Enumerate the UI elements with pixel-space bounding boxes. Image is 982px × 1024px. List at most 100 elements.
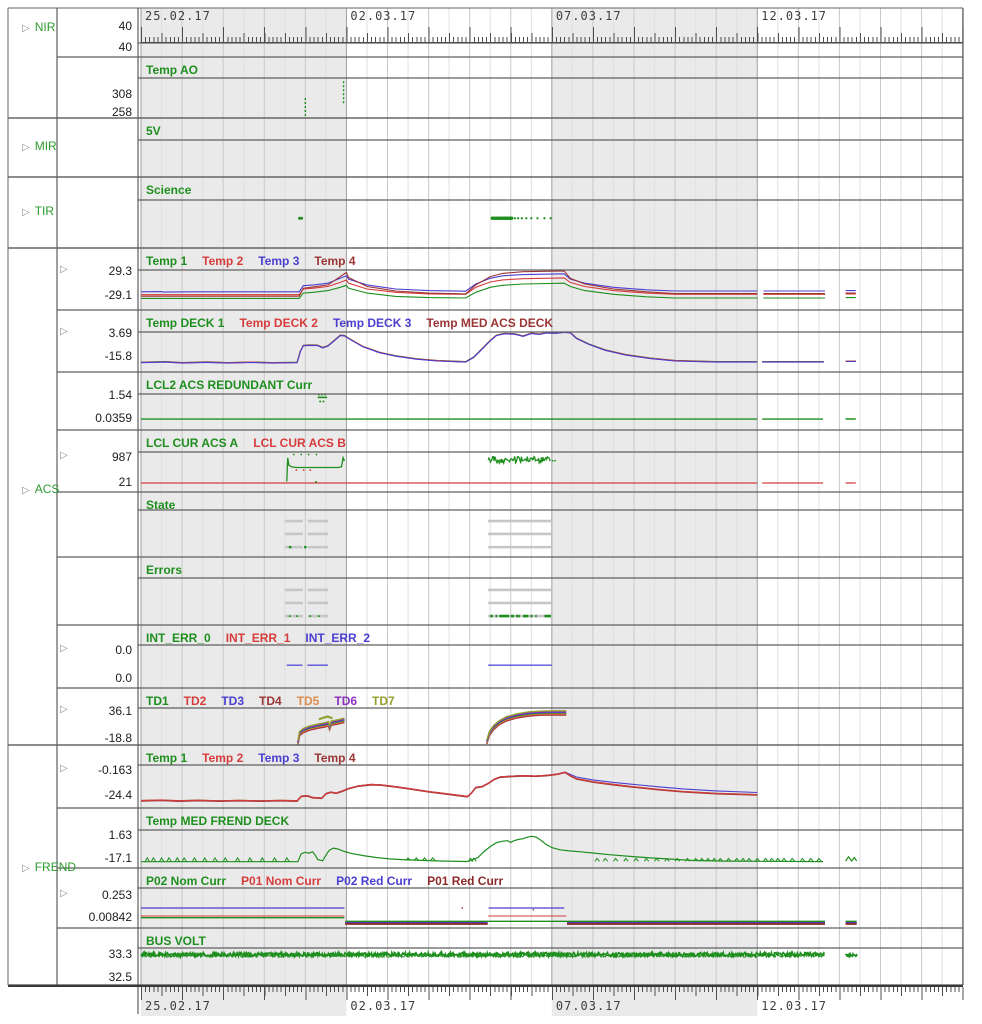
series-label: P02 Nom Curr [146,874,227,888]
date-label-bottom: 12.03.17 [761,999,828,1013]
acs-temp-series-layer [140,270,856,299]
series-label: Temp 2 [202,254,244,268]
series-label: Temp 1 [146,254,188,268]
series-label: State [146,498,176,512]
series-label: INT_ERR_2 [305,631,371,645]
lcl2-redundant-tick-label: 0.0359 [95,411,132,425]
p0-curr-series-0 [141,917,857,922]
bus-volt-legend: BUS VOLT [146,932,221,950]
td-series-6 [297,710,567,741]
acs-deck-expand-arrow[interactable]: ▷ [60,326,68,337]
nir-strip-tick-label: 40 [118,40,132,54]
expand-triangle-icon[interactable]: ▷ [22,142,30,153]
frend-temp-series-3 [140,771,758,802]
lcl-cur-acs-dot [295,469,298,471]
tree-group-tir[interactable]: ▷ TIR [22,204,54,218]
lcl-cur-acs-series-1 [286,455,346,482]
td-series-layer [297,710,567,745]
lcl2-redundant-dot [322,400,325,403]
expand-triangle-icon[interactable]: ▷ [22,207,30,218]
lcl-cur-acs-dot [309,469,312,471]
lcl-cur-acs-dot [302,469,305,471]
acs-temp-expand-arrow[interactable]: ▷ [60,264,68,275]
lcl-cur-acs-dot [551,459,554,462]
series-label: TD1 [146,694,169,708]
errors-dot [309,615,312,618]
series-label: Temp 4 [314,254,356,268]
series-label: P01 Red Curr [427,874,504,888]
time-ruler-ticks [141,987,964,992]
td-series-7 [318,715,333,721]
series-label: P02 Red Curr [336,874,413,888]
p0-curr-series-2 [141,907,857,924]
series-label: Temp DECK 2 [239,316,318,330]
lcl-cur-acs-legend: LCL CUR ACS A LCL CUR ACS B [146,434,361,452]
bus-volt-tick-label: 33.3 [108,947,132,961]
series-label: INT_ERR_1 [225,631,291,645]
p0-curr-expand-arrow[interactable]: ▷ [60,888,68,899]
science-dot [536,217,539,220]
bus-volt-tick-label: 32.5 [108,970,132,984]
errors-dot [317,615,320,618]
expand-triangle-icon[interactable]: ▷ [22,863,30,874]
science-dot [517,217,520,220]
group-name: TIR [34,204,55,218]
frend-temp-legend: Temp 1 Temp 2 Temp 3 Temp 4 [146,749,371,767]
frend-med-deck-series-0 [141,835,858,863]
acs-deck-series-layer [140,332,856,364]
frend-med-deck-tick-label: -17.1 [104,851,132,865]
p0-curr-tick-label: 0.00842 [88,910,132,924]
frend-temp-expand-arrow[interactable]: ▷ [60,763,68,774]
temp-ao-tick-label: 308 [111,87,132,101]
tree-group-frend[interactable]: ▷ FREND [22,860,76,874]
series-label: Temp 1 [146,751,188,765]
acs-temp-legend: Temp 1 Temp 2 Temp 3 Temp 4 [146,252,371,270]
group-name: FREND [34,860,77,874]
science-dot [300,216,304,220]
series-label: P01 Nom Curr [241,874,322,888]
lcl-cur-acs-dot [554,459,557,462]
frend-temp-tick-label: -0.163 [97,763,132,777]
acs-deck-tick-label: 3.69 [108,326,132,340]
series-label: Science [146,183,192,197]
td-expand-arrow[interactable]: ▷ [60,704,68,715]
acs-deck-tick-label: -15.8 [104,349,132,363]
acs-temp-series-3 [141,270,856,297]
lcl-cur-acs-dot [307,453,310,456]
series-label: TD4 [259,694,282,708]
series-label: Temp MED FREND DECK [146,814,290,828]
state-series-layer [284,519,552,549]
frend-temp-tick-label: -24.4 [104,788,132,802]
td-tick-label: 36.1 [108,704,132,718]
acs-temp-tick-label: -29.1 [104,288,132,302]
lcl2-redundant-dot [320,394,323,396]
tree-group-acs[interactable]: ▷ ACS [22,482,59,496]
series-label: Temp DECK 3 [332,316,412,330]
lcl2-redundant-tick-label: 1.54 [108,388,132,402]
lcl-cur-acs-expand-arrow[interactable]: ▷ [60,450,68,461]
temp-ao-series-layer [304,81,345,118]
science-legend: Science [146,181,206,199]
series-label: Temp 3 [258,254,300,268]
science-dot [513,217,516,220]
nir-strip-tick-label: 40 [118,19,132,33]
expand-triangle-icon[interactable]: ▷ [22,23,30,34]
series-label: LCL2 ACS REDUNDANT Curr [146,378,313,392]
frend-med-deck-tick-label: 1.63 [108,828,132,842]
p0-curr-legend: P02 Nom Curr P01 Nom Curr P02 Red Curr P01 … [146,872,518,890]
date-label-bottom: 02.03.17 [350,999,417,1013]
time-ruler-ticks [141,37,964,42]
tree-group-nir[interactable]: ▷ NIR [22,20,55,34]
int-err-expand-arrow[interactable]: ▷ [60,643,68,654]
series-label: Temp 2 [202,751,244,765]
five-v-legend: 5V [146,122,176,140]
expand-triangle-icon[interactable]: ▷ [22,485,30,496]
series-label: TD6 [334,694,358,708]
tree-group-mir[interactable]: ▷ MIR [22,139,57,153]
temp-ao-legend: Temp AO [146,61,213,79]
date-label-top: 12.03.17 [761,9,828,23]
group-name: MIR [34,139,57,153]
series-label: LCL CUR ACS A [146,436,239,450]
